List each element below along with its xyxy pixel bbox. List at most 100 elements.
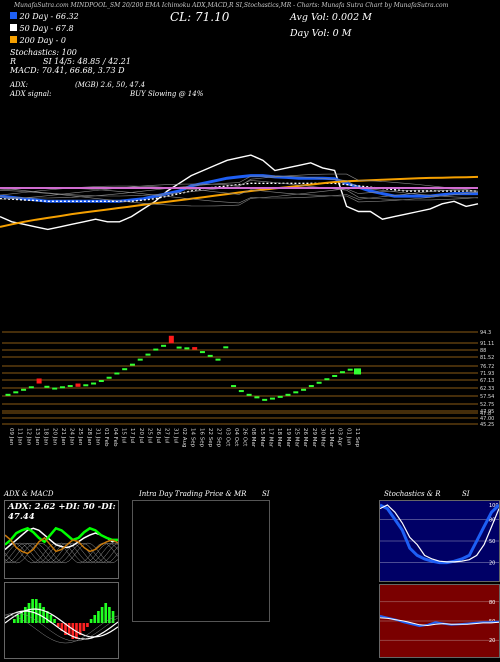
candle-green	[122, 368, 128, 371]
candle-green	[199, 351, 205, 354]
price-tick-label: 76.72	[480, 364, 494, 370]
stoch-tick-label: 100	[489, 503, 499, 509]
candle-green	[231, 385, 237, 388]
candle-green	[137, 358, 143, 361]
date-tick-label: 31 Mar	[328, 428, 334, 448]
candle-green	[324, 378, 330, 381]
date-tick-label: 18 Mar	[276, 428, 282, 448]
date-tick-label: 03 Oct	[224, 428, 230, 447]
candle-green	[238, 390, 244, 393]
candle-green	[285, 393, 291, 396]
candle-green	[246, 393, 252, 396]
rsi-value: SI 14/5: 48.85 / 42.21	[43, 57, 131, 66]
candle-green	[106, 376, 112, 379]
price-tick-label: 94.3	[480, 330, 491, 336]
stoch-tick-label: 50	[489, 539, 495, 545]
stoch-tick-label: 80	[489, 517, 495, 523]
adx-noise-line	[4, 542, 119, 564]
candle-green	[21, 388, 27, 391]
adx-line: ADX:	[10, 81, 29, 89]
macd-bar	[82, 623, 86, 631]
macd-bar	[45, 611, 49, 623]
rsi-tick-label: 20	[489, 638, 495, 644]
mrb-panel	[132, 500, 270, 622]
price-tick-label: 47.8	[480, 411, 491, 417]
candle-green	[301, 388, 307, 391]
date-tick-label: 11 Jan	[17, 428, 23, 446]
macd-bar	[13, 619, 16, 623]
date-tick-label: 11 Sep	[354, 428, 360, 448]
candles	[5, 335, 361, 401]
adx-panel: ADX: 2.62 +DI: 50 -DI: 47.44	[4, 500, 119, 579]
candle-green	[145, 353, 151, 356]
price-tick-label: 67.13	[480, 378, 494, 384]
candle-red	[36, 378, 42, 384]
close-price: CL: 71.10	[170, 10, 230, 24]
price-tick-label: 57.54	[480, 394, 494, 400]
ema200-swatch	[10, 36, 17, 43]
candle-green	[114, 372, 120, 375]
macd-line	[4, 612, 119, 642]
macd-bar	[111, 611, 115, 623]
candle-green	[332, 374, 338, 377]
macd-bar	[78, 623, 82, 635]
candle-green	[13, 391, 19, 394]
candle-green	[269, 397, 275, 400]
ma-band-line	[0, 173, 479, 197]
macd-bar	[42, 607, 45, 623]
price-tick-label: 45.25	[480, 422, 494, 428]
ma-band-line	[0, 180, 479, 201]
avg-volume: Avg Vol: 0.002 M	[290, 12, 372, 23]
candle-green	[176, 346, 182, 349]
price-tick-label: 62.33	[480, 386, 494, 392]
candle-green	[223, 346, 229, 349]
candle-green	[262, 398, 268, 401]
candle-green	[98, 380, 104, 383]
ema20-label: 20 Day - 66.32	[19, 12, 79, 21]
macd-bar	[38, 603, 42, 623]
r-label: R	[10, 57, 17, 66]
date-tick-label: 29 Mar	[311, 428, 317, 448]
date-tick-label: 15 Jul	[120, 428, 126, 444]
rsi-tick-label: 80	[489, 600, 495, 606]
macd-bar	[49, 615, 53, 623]
date-tick-label: 26 Jul	[155, 428, 161, 444]
candle-green	[83, 384, 89, 387]
macd-bar	[89, 619, 93, 623]
date-tick-label: 18 Jan	[43, 428, 49, 446]
date-tick-label: 04 Oct	[233, 428, 239, 447]
mrb-panel-title: Intra Day Trading Price & MR	[139, 490, 247, 498]
adx-panel-title: ADX & MACD	[4, 490, 54, 498]
mrb-panel-title-right: SI	[262, 490, 270, 498]
price-tick-label: 52.75	[480, 402, 494, 408]
stochastics-chart: 100 80 50 20	[379, 503, 500, 567]
macd-bar	[97, 611, 100, 623]
candle-green	[254, 396, 260, 399]
macd-bar	[53, 619, 56, 623]
macd-bar	[31, 599, 34, 623]
date-tick-label: 02 Aug	[181, 428, 187, 448]
series-ema50	[0, 182, 478, 203]
date-tick-label: 15 Mar	[259, 428, 265, 448]
macd-bar	[34, 599, 38, 623]
macd-bar	[27, 603, 31, 623]
date-tick-label: 25 Jul	[146, 428, 152, 444]
adx-noise-line	[4, 542, 119, 564]
ema50-swatch	[10, 24, 17, 31]
mrb-line: (MGB) 2.6, 50, 47.4	[75, 81, 146, 89]
date-tick-label: 09 Jan	[8, 428, 14, 446]
date-tick-label: 12 Jan	[25, 428, 31, 446]
ema50-label: 50 Day - 67.8	[19, 24, 74, 33]
candle-green	[67, 385, 73, 388]
macd-bar	[71, 623, 75, 639]
candle-green	[277, 395, 283, 398]
candle-green	[293, 391, 299, 394]
ema-lines	[0, 154, 479, 231]
macd-bar	[20, 611, 23, 623]
candle-green	[91, 382, 97, 385]
candle-green	[339, 371, 345, 374]
candle-green	[28, 386, 34, 389]
price-tick-label: 47.00	[480, 416, 494, 422]
ema20-swatch	[10, 12, 17, 19]
date-tick-label: 28 Jan	[86, 428, 92, 446]
